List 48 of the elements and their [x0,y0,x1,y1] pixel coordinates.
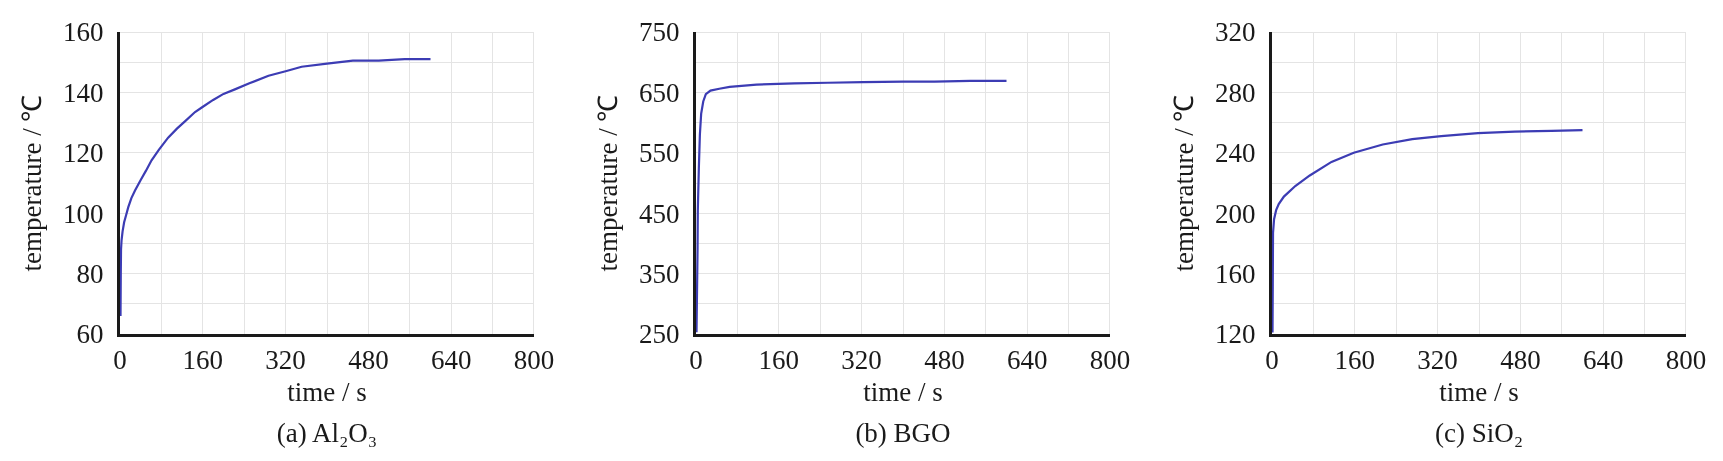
y-tick-label: 160 [63,17,104,48]
x-tick-label: 0 [113,345,127,376]
x-tick-label: 480 [348,345,389,376]
y-tick-label: 140 [63,77,104,108]
x-tick-label: 640 [1582,345,1624,376]
y-tick-label: 650 [639,77,680,108]
x-axis-title: time / s [1439,376,1519,407]
text: (c) SiO₂ [1434,417,1524,448]
y-tick-label: 160 [1215,259,1256,290]
x-tick-label: 800 [1665,345,1707,376]
y-tick-label: 200 [1215,198,1256,229]
line-series [120,58,432,317]
y-tick-label: 550 [639,138,680,169]
x-tick-label: 160 [182,345,224,376]
y-axis-title: temperature / ℃ [17,94,48,272]
y-tick-label: 750 [639,17,680,48]
x-tick-label: 800 [513,345,555,376]
x-tick-label: 320 [1417,345,1458,376]
x-tick-label: 160 [758,345,800,376]
text: (b) BGO [855,417,951,448]
x-tick-label: 480 [924,345,965,376]
y-tick-label: 250 [639,319,680,350]
x-tick-label: 480 [1500,345,1541,376]
x-axis-title: time / s [287,376,367,407]
y-tick-label: 120 [1215,319,1256,350]
y-tick-label: 60 [76,319,104,350]
y-tick-label: 350 [639,259,680,290]
x-tick-label: 800 [1089,345,1131,376]
y-axis-title: temperature / ℃ [593,94,624,272]
x-axis-title: time / s [863,376,943,407]
text: (a) Al₂O₃ [276,417,378,448]
y-axis-title: temperature / ℃ [1169,94,1200,272]
x-tick-label: 640 [1006,345,1048,376]
y-tick-label: 450 [639,198,680,229]
y-tick-label: 320 [1215,17,1256,48]
x-tick-label: 320 [841,345,882,376]
x-tick-label: 320 [265,345,306,376]
y-tick-label: 80 [76,259,104,290]
line-series [1272,129,1584,334]
y-tick-label: 100 [63,198,104,229]
y-tick-label: 240 [1215,138,1256,169]
x-tick-label: 160 [1334,345,1376,376]
x-tick-label: 640 [430,345,472,376]
y-tick-label: 120 [63,138,104,169]
line-series [696,79,1008,334]
x-tick-label: 0 [689,345,703,376]
x-tick-label: 0 [1265,345,1279,376]
y-tick-label: 280 [1215,77,1256,108]
